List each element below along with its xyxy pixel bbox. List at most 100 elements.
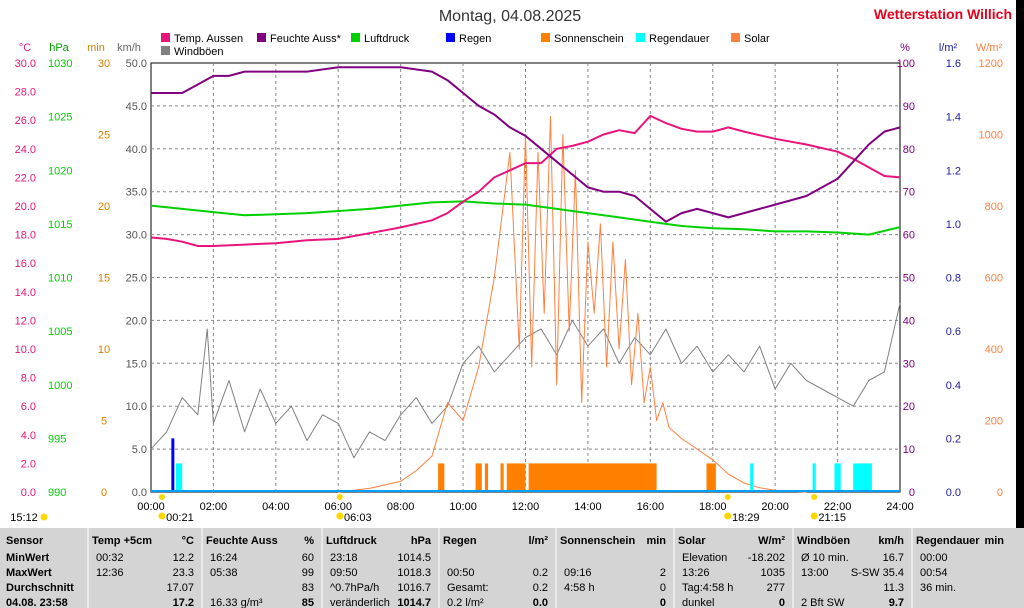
rain-tick-label: 0.6 [946,326,961,338]
series-gust-line [150,303,901,459]
sun-marker-icon [336,494,343,500]
minutes-tick-label: 15 [98,273,110,285]
table-cell: 00:32 [96,552,124,564]
solar-tick-label: 400 [985,344,1003,356]
wind-tick-label: 20.0 [126,315,147,327]
solar-tick-label: 1000 [979,130,1003,142]
astro-label: 00:21 [166,512,194,524]
pressure-tick-label: 1025 [48,112,72,124]
rain-tick-label: 0.2 [946,433,961,445]
table-cell-value: 0.0 [533,597,548,608]
table-cell-value: 17.2 [173,597,194,608]
minutes-tick-label: 25 [98,130,110,142]
temp-tick-label: 28.0 [15,87,36,99]
table-header: Temp +5cm [92,535,152,547]
table-cell-value: 12.2 [173,552,194,564]
solar-tick-label: 200 [985,416,1003,428]
temp-tick-label: 4.0 [21,430,36,442]
humidity-tick-label: 30 [903,358,915,370]
table-cell-value: 9.7 [889,597,904,608]
rain-tick-label: 1.2 [946,165,961,177]
table-row-label: MinWert [6,552,50,564]
table-cell-value: 2 [660,567,666,579]
table-cell-value: 85 [302,597,314,608]
sunshine-bar [438,463,445,492]
series-humidity-line [151,66,901,223]
wind-tick-label: 0.0 [132,487,147,499]
rain-tick-label: 1.6 [946,58,961,70]
table-cell-value: 0 [660,597,666,608]
table-header: Sonnenschein [560,535,635,547]
wind-tick-label: 35.0 [126,187,147,199]
temp-tick-label: 18.0 [15,230,36,242]
rain-tick-label: 0.8 [946,273,961,285]
legend-raindur: Regendauer [649,33,710,45]
rain-tick-label: 1.0 [946,219,961,231]
table-header-unit: % [304,535,314,547]
raindur-bar [812,463,816,492]
legend-swatch-pressure [351,33,360,42]
legend-swatch-humidity [257,33,266,42]
astro-label: 21:15 [818,512,846,524]
table-cell-value: 0 [779,597,785,608]
humidity-tick-label: 100 [897,58,915,70]
rain-bar [171,438,175,492]
humidity-tick-label: 10 [903,444,915,456]
legend-solar: Solar [744,33,770,45]
astro-label: 15:12 [10,512,38,524]
table-cell-value: 83 [302,582,314,594]
minutes-tick-label: 20 [98,201,110,213]
legend: Temp. Aussen Feuchte Auss* Luftdruck Reg… [161,33,770,58]
x-tick-label: 16:00 [637,501,665,513]
x-tick-label: 20:00 [761,501,789,513]
raindur-bar [834,463,841,492]
pressure-tick-label: 990 [48,487,66,499]
unit-pressure: hPa [49,42,69,54]
table-cell: 13:26 [682,567,710,579]
humidity-tick-label: 50 [903,273,915,285]
table-cell-value: 1014.7 [397,597,431,608]
table-cell-value: 277 [767,582,785,594]
temp-tick-label: 22.0 [15,172,36,184]
legend-temp: Temp. Aussen [174,33,243,45]
astro-label: 06:03 [344,512,372,524]
table-header: Sensor [6,535,44,547]
raindur-bar [750,463,754,492]
minutes-tick-label: 30 [98,58,110,70]
table-cell: Tag:4:58 h [682,582,733,594]
table-cell-value: 17.07 [166,582,194,594]
table-cell: 00:00 [920,552,948,564]
table-header: Regendauer [916,535,980,547]
summary-table: Sensor Temp +5cm °C Feuchte Auss% Luftdruck h… [0,528,1024,608]
table-row-label: Durchschnitt [6,582,74,594]
x-tick-label: 00:00 [137,501,165,513]
table-header-unit: min [984,535,1004,547]
unit-rain: l/m² [939,42,958,54]
sunshine-bar [506,463,526,492]
solar-tick-label: 800 [985,201,1003,213]
wind-tick-label: 15.0 [126,358,147,370]
x-tick-label: 02:00 [200,501,228,513]
legend-gust: Windböen [174,46,224,58]
temp-tick-label: 14.0 [15,287,36,299]
table-cell-value: 1014.5 [397,552,431,564]
temp-tick-label: 30.0 [15,58,36,70]
x-tick-label: 12:00 [512,501,540,513]
solar-tick-label: 1200 [979,58,1003,70]
table-cell: 12:36 [96,567,124,579]
sun-icon [336,512,344,520]
table-cell: 2 Bft SW [801,597,845,608]
table-cell-value: 16.7 [883,552,904,564]
table-row-label: 04.08. 23:58 [6,597,68,608]
station-name: Wetterstation Willich [874,6,1012,22]
series-solar-line [338,116,807,493]
raindur-bar [853,463,872,492]
sun-icon [810,512,818,520]
table-header-unit: min [646,535,666,547]
astro-label: 18:29 [732,512,760,524]
temp-tick-label: 12.0 [15,315,36,327]
table-cell: dunkel [682,597,714,608]
unit-wind: km/h [117,42,141,54]
table-cell-value: 0 [660,582,666,594]
